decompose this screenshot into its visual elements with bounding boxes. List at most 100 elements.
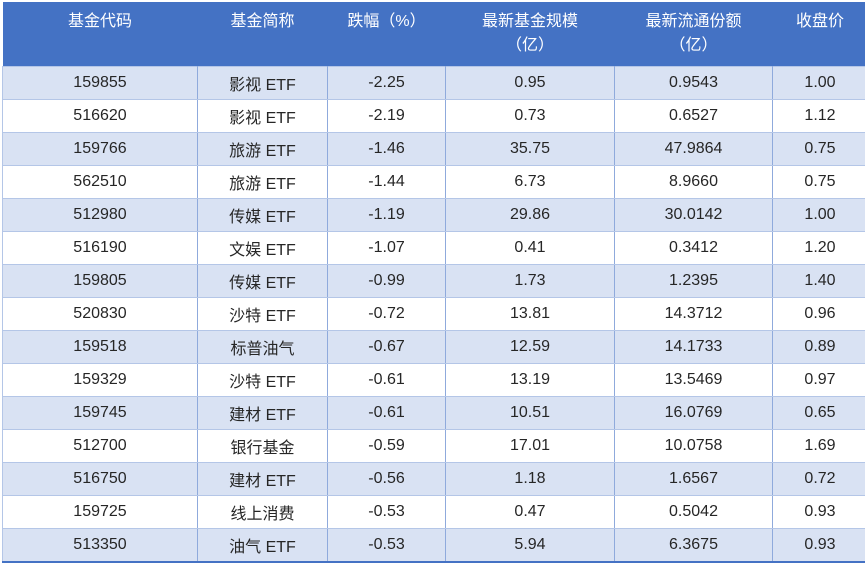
cell-change-pct: -1.19 <box>328 199 446 232</box>
cell-fund-code: 159725 <box>3 496 198 529</box>
header-fund-name-label: 基金简称 <box>230 13 294 30</box>
cell-float-shares: 0.5042 <box>615 496 773 529</box>
cell-fund-code: 512980 <box>3 199 198 232</box>
header-change-pct: 跌幅（%） <box>328 2 446 67</box>
cell-float-shares: 6.3675 <box>615 529 773 563</box>
cell-float-shares: 8.9660 <box>615 166 773 199</box>
cell-fund-name: 沙特 ETF <box>198 364 328 397</box>
header-close-price: 收盘价 <box>773 2 865 67</box>
cell-close-price: 0.89 <box>773 331 865 364</box>
header-float-shares-label: 最新流通份额 <box>645 13 741 30</box>
cell-fund-code: 159766 <box>3 133 198 166</box>
cell-fund-name: 建材 ETF <box>198 463 328 496</box>
cell-float-shares: 1.6567 <box>615 463 773 496</box>
cell-fund-size: 5.94 <box>446 529 615 563</box>
cell-fund-size: 0.95 <box>446 67 615 100</box>
cell-fund-name: 传媒 ETF <box>198 265 328 298</box>
cell-fund-name: 影视 ETF <box>198 100 328 133</box>
cell-change-pct: -0.61 <box>328 397 446 430</box>
cell-fund-size: 1.73 <box>446 265 615 298</box>
cell-close-price: 1.20 <box>773 232 865 265</box>
cell-fund-code: 159805 <box>3 265 198 298</box>
cell-close-price: 0.72 <box>773 463 865 496</box>
cell-fund-name: 油气 ETF <box>198 529 328 563</box>
cell-float-shares: 0.3412 <box>615 232 773 265</box>
cell-fund-size: 17.01 <box>446 430 615 463</box>
cell-change-pct: -1.44 <box>328 166 446 199</box>
cell-fund-code: 512700 <box>3 430 198 463</box>
cell-fund-code: 159518 <box>3 331 198 364</box>
cell-fund-code: 159329 <box>3 364 198 397</box>
header-float-shares: 最新流通份额 （亿） <box>615 2 773 67</box>
cell-close-price: 0.75 <box>773 166 865 199</box>
cell-float-shares: 10.0758 <box>615 430 773 463</box>
header-fund-name: 基金简称 <box>198 2 328 67</box>
cell-change-pct: -2.25 <box>328 67 446 100</box>
cell-close-price: 1.69 <box>773 430 865 463</box>
cell-close-price: 0.97 <box>773 364 865 397</box>
header-close-price-label: 收盘价 <box>796 13 844 30</box>
header-fund-size: 最新基金规模 （亿） <box>446 2 615 67</box>
cell-change-pct: -0.56 <box>328 463 446 496</box>
header-float-shares-unit: （亿） <box>616 34 772 58</box>
cell-fund-name: 文娱 ETF <box>198 232 328 265</box>
cell-fund-code: 159855 <box>3 67 198 100</box>
cell-fund-size: 6.73 <box>446 166 615 199</box>
cell-fund-name: 旅游 ETF <box>198 133 328 166</box>
cell-float-shares: 1.2395 <box>615 265 773 298</box>
cell-change-pct: -1.46 <box>328 133 446 166</box>
cell-float-shares: 0.6527 <box>615 100 773 133</box>
cell-fund-code: 159745 <box>3 397 198 430</box>
cell-float-shares: 47.9864 <box>615 133 773 166</box>
cell-fund-name: 标普油气 <box>198 331 328 364</box>
cell-fund-size: 35.75 <box>446 133 615 166</box>
cell-change-pct: -0.53 <box>328 496 446 529</box>
cell-fund-code: 516190 <box>3 232 198 265</box>
cell-fund-code: 513350 <box>3 529 198 563</box>
header-fund-size-unit: （亿） <box>447 34 614 58</box>
cell-change-pct: -1.07 <box>328 232 446 265</box>
cell-float-shares: 30.0142 <box>615 199 773 232</box>
cell-close-price: 1.12 <box>773 100 865 133</box>
cell-fund-code: 520830 <box>3 298 198 331</box>
header-fund-code-label: 基金代码 <box>68 13 132 30</box>
cell-fund-size: 12.59 <box>446 331 615 364</box>
cell-float-shares: 0.9543 <box>615 67 773 100</box>
cell-fund-name: 沙特 ETF <box>198 298 328 331</box>
header-fund-size-label: 最新基金规模 <box>482 13 578 30</box>
cell-float-shares: 13.5469 <box>615 364 773 397</box>
cell-change-pct: -0.72 <box>328 298 446 331</box>
cell-fund-size: 13.19 <box>446 364 615 397</box>
cell-close-price: 1.00 <box>773 199 865 232</box>
cell-change-pct: -0.61 <box>328 364 446 397</box>
cell-change-pct: -0.99 <box>328 265 446 298</box>
cell-fund-size: 0.41 <box>446 232 615 265</box>
cell-change-pct: -0.59 <box>328 430 446 463</box>
header-change-pct-label: 跌幅（%） <box>347 13 425 30</box>
cell-fund-code: 516620 <box>3 100 198 133</box>
cell-change-pct: -0.67 <box>328 331 446 364</box>
cell-fund-size: 1.18 <box>446 463 615 496</box>
cell-fund-size: 13.81 <box>446 298 615 331</box>
cell-close-price: 1.00 <box>773 67 865 100</box>
cell-close-price: 0.65 <box>773 397 865 430</box>
header-fund-code: 基金代码 <box>3 2 198 67</box>
cell-fund-name: 银行基金 <box>198 430 328 463</box>
cell-close-price: 0.96 <box>773 298 865 331</box>
cell-fund-code: 516750 <box>3 463 198 496</box>
cell-fund-name: 影视 ETF <box>198 67 328 100</box>
cell-close-price: 0.75 <box>773 133 865 166</box>
cell-close-price: 0.93 <box>773 529 865 563</box>
cell-float-shares: 14.3712 <box>615 298 773 331</box>
